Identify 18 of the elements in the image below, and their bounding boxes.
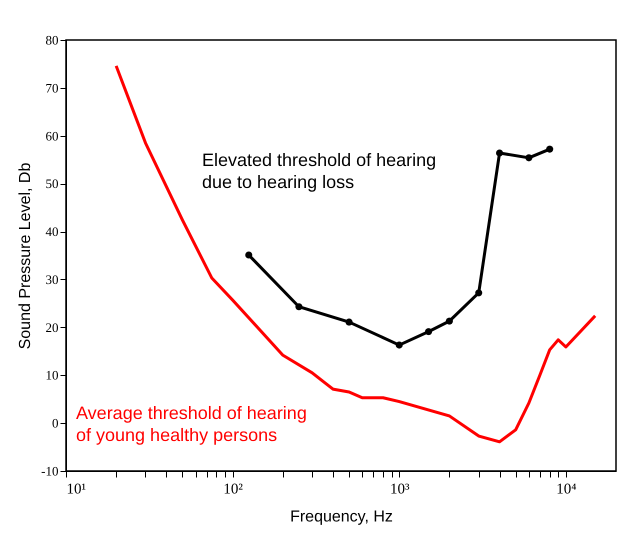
x-tick-label: 10² bbox=[223, 482, 244, 498]
y-tick-label: 10 bbox=[46, 368, 58, 383]
x-axis-title: Frequency, Hz bbox=[290, 508, 393, 526]
x-tick-label: 10¹ bbox=[66, 482, 86, 498]
y-tick-label: 40 bbox=[46, 224, 58, 240]
y-tick-label: 30 bbox=[46, 272, 58, 287]
y-tick-label: 70 bbox=[46, 80, 58, 96]
text: Elevated threshold of hearing due to hearing loss bbox=[202, 150, 436, 192]
y-tick-label: -10 bbox=[41, 464, 58, 478]
y-tick-label: 50 bbox=[46, 176, 58, 192]
x-tick-label: 10⁴ bbox=[556, 482, 576, 498]
y-tick-label: 20 bbox=[46, 320, 58, 335]
y-tick-label: 60 bbox=[46, 128, 58, 144]
series-label: Average threshold of hearing of young healthy persons bbox=[76, 403, 307, 445]
y-axis-title: Sound Pressure Level, Db bbox=[17, 162, 34, 350]
y-tick-label: 80 bbox=[46, 32, 58, 48]
y-tick-label: 0 bbox=[52, 416, 58, 431]
x-tick-label: 10³ bbox=[390, 482, 410, 498]
